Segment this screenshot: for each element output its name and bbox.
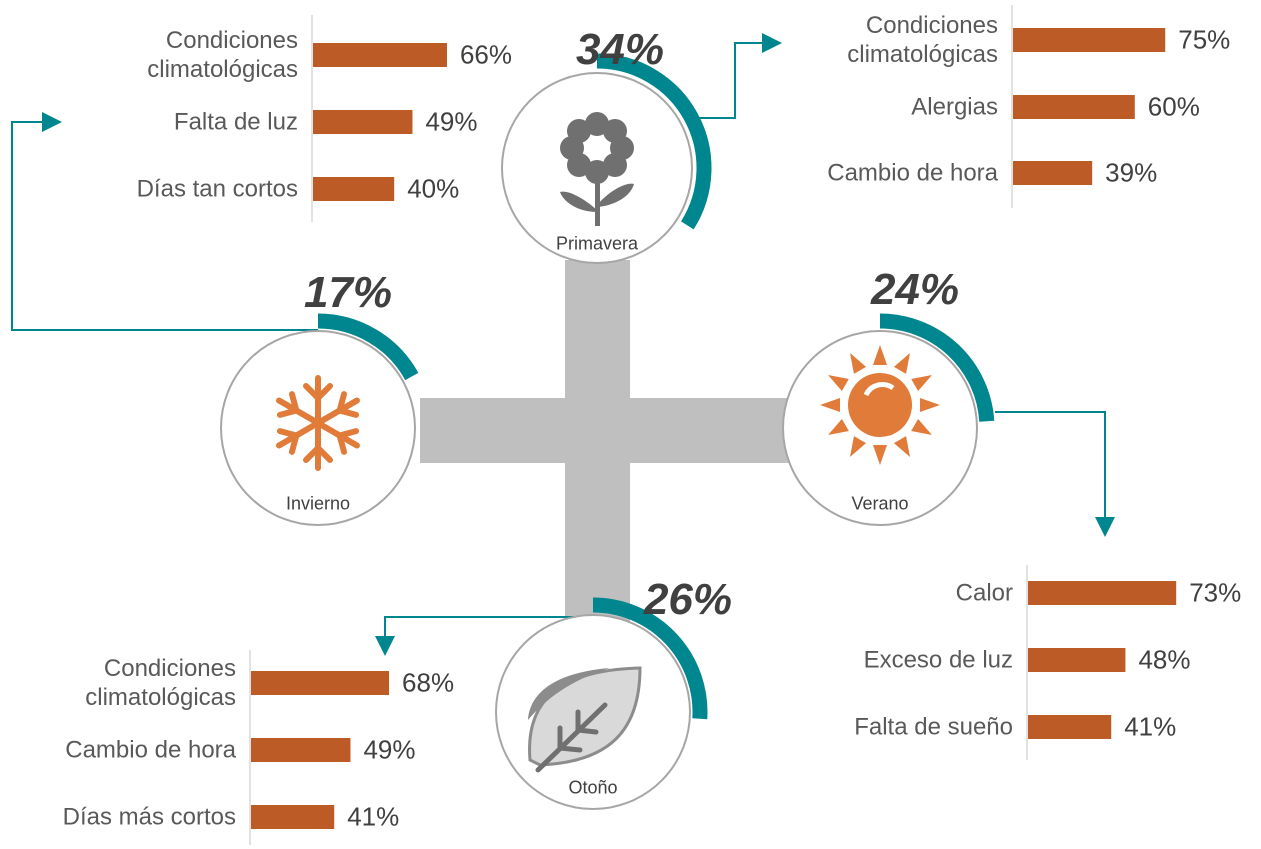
season-name: Otoño (568, 777, 618, 798)
bar (313, 110, 413, 134)
leaf-icon (528, 666, 642, 773)
bar-label: Condiciones climatológicas (147, 27, 298, 83)
ring-arc (592, 597, 708, 720)
bar (313, 43, 447, 67)
bar-value-label: 49% (425, 106, 478, 137)
bar-label: Días más cortos (62, 803, 236, 831)
bar (1013, 28, 1166, 52)
season-name: Primavera (555, 233, 639, 254)
bar-label: Condiciones climatológicas (85, 655, 236, 711)
bar (1028, 581, 1177, 605)
bar-value-label: 60% (1147, 91, 1200, 122)
bar-value-label: 68% (402, 667, 455, 698)
flower-icon (560, 112, 634, 226)
bar (1013, 161, 1093, 185)
bar-label: Cambio de hora (827, 159, 998, 187)
bar (251, 738, 351, 762)
bar-label: Exceso de luz (863, 646, 1013, 674)
bar-label: Falta de sueño (854, 713, 1013, 741)
bar (251, 805, 335, 829)
ring-arc (596, 53, 712, 230)
bar-value-label: 75% (1178, 24, 1231, 55)
bar-label: Falta de luz (173, 108, 298, 136)
bar (1028, 648, 1126, 672)
bar (251, 671, 390, 695)
connectors (11, 33, 1115, 656)
ring-arc (879, 313, 995, 422)
snowflake-icon (276, 375, 360, 471)
bar-label: Días tan cortos (136, 175, 298, 203)
bar-label: Alergias (911, 93, 998, 121)
ring-value-label: 26% (643, 575, 733, 624)
bar (1013, 95, 1135, 119)
sun-icon (820, 345, 940, 465)
bar-value-label: 49% (363, 734, 416, 765)
bar-label: Condiciones climatológicas (847, 12, 998, 68)
ring-value-label: 24% (870, 265, 960, 314)
bar-label: Calor (955, 579, 1013, 607)
bar-value-label: 48% (1138, 644, 1191, 675)
ring-value-label: 34% (575, 25, 665, 74)
cross (420, 260, 792, 622)
bar-value-label: 40% (407, 173, 460, 204)
bar-value-label: 41% (1124, 711, 1177, 742)
bar (313, 177, 395, 201)
bar-label: Cambio de hora (65, 736, 236, 764)
bar (1028, 715, 1112, 739)
season-name: Verano (851, 493, 909, 514)
bar-value-label: 73% (1189, 577, 1242, 608)
bar-value-label: 66% (459, 39, 513, 70)
bar-value-label: 41% (347, 801, 400, 832)
season-name: Invierno (285, 493, 351, 514)
ring-value-label: 17% (303, 268, 393, 317)
ring-arc (317, 313, 419, 381)
bar-value-label: 39% (1105, 157, 1158, 188)
